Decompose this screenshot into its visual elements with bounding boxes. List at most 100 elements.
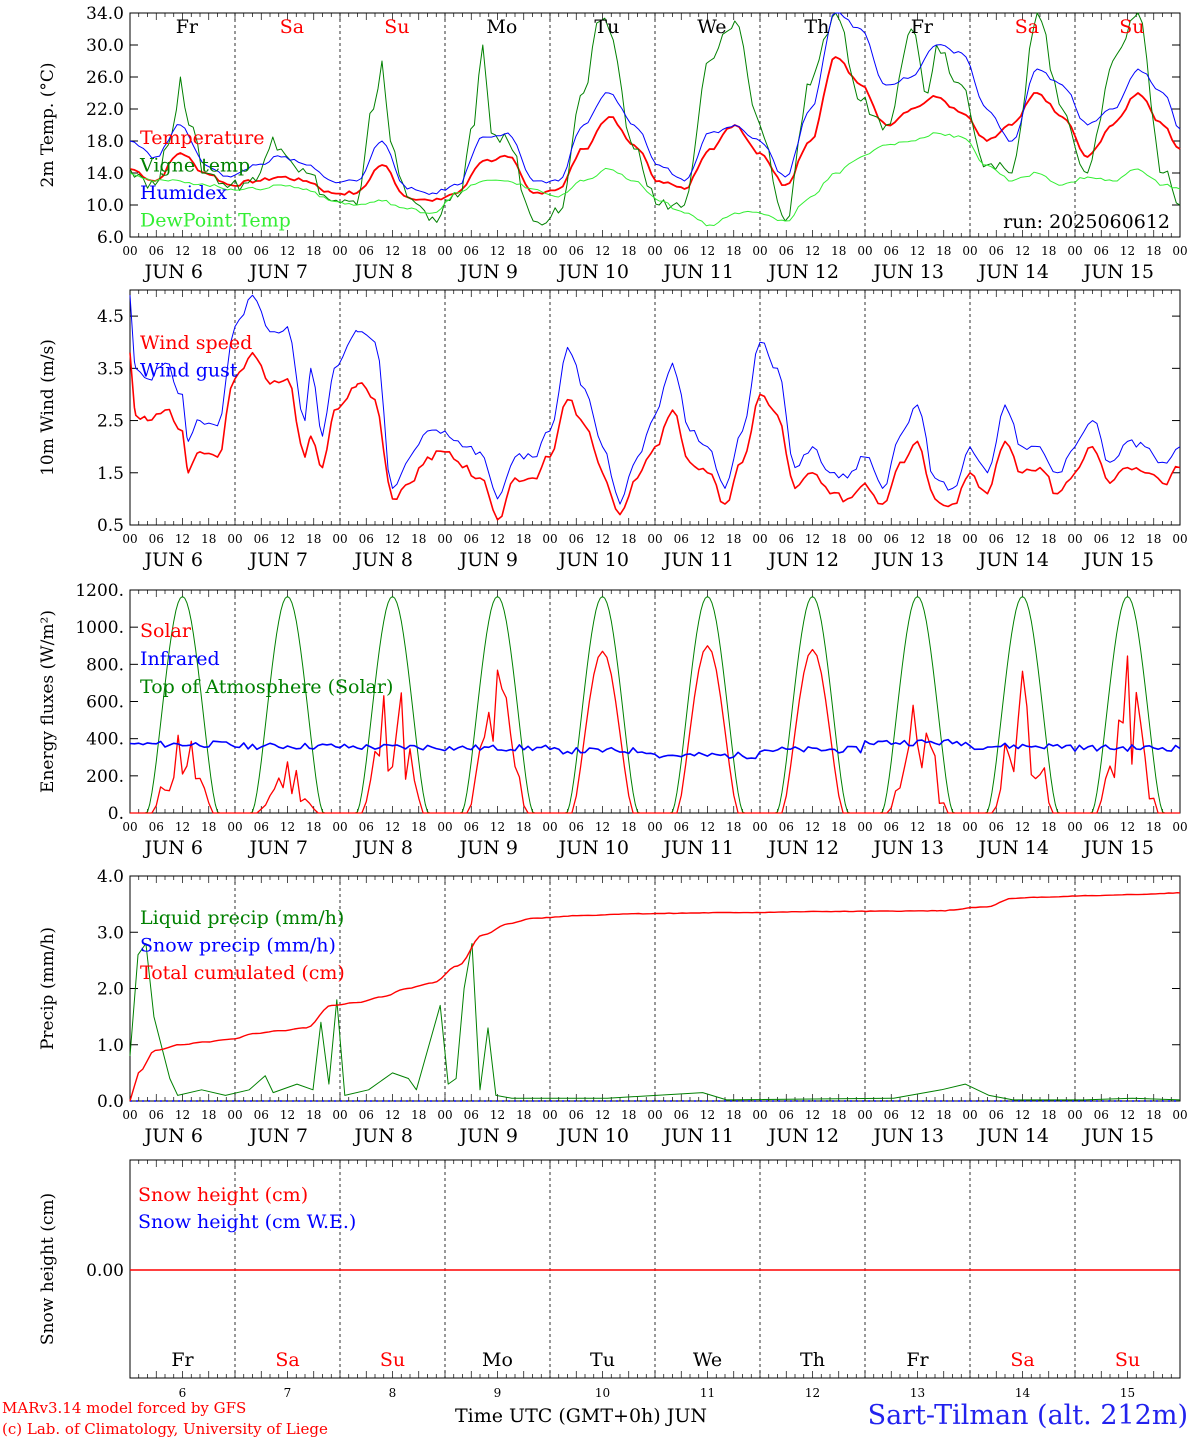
hour-tick-label: 18: [831, 1108, 846, 1122]
weekday-label: Tu: [594, 16, 619, 38]
hour-tick-label: 18: [201, 820, 216, 834]
hour-tick-label: 00: [857, 244, 872, 258]
hour-tick-label: 00: [227, 1108, 242, 1122]
weekday-label: Su: [1119, 16, 1144, 38]
y-axis-title: Energy fluxes (W/m²): [38, 610, 58, 793]
date-label: JUN 14: [977, 1125, 1049, 1147]
hour-tick-label: 06: [674, 1108, 689, 1122]
hour-tick-label: 06: [779, 1108, 794, 1122]
model-credit: MARv3.14 model forced by GFS: [2, 1399, 247, 1417]
y-tick-label: 200.: [86, 767, 124, 787]
hour-tick-label: 12: [1120, 1108, 1135, 1122]
y-tick-label: 2.0: [97, 980, 124, 1000]
hour-tick-label: 12: [490, 820, 505, 834]
hour-tick-label: 12: [175, 820, 190, 834]
hour-tick-label: 18: [411, 532, 426, 546]
hour-tick-label: 06: [779, 532, 794, 546]
copyright-credit: (c) Lab. of Climatology, University of L…: [2, 1420, 328, 1438]
hour-tick-label: 00: [962, 1108, 977, 1122]
y-tick-label: 18.0: [86, 132, 124, 152]
hour-tick-label: 18: [936, 244, 951, 258]
hour-tick-label: 12: [175, 1108, 190, 1122]
hour-tick-label: 12: [805, 820, 820, 834]
hour-tick-label: 06: [1094, 1108, 1109, 1122]
y-tick-label: 400.: [86, 730, 124, 750]
hour-tick-label: 00: [542, 244, 557, 258]
hour-tick-label: 00: [542, 532, 557, 546]
date-label: JUN 10: [557, 261, 629, 283]
hour-tick-label: 00: [1067, 1108, 1082, 1122]
hour-tick-label: 00: [962, 820, 977, 834]
hour-tick-label: 06: [149, 820, 164, 834]
hour-tick-label: 12: [595, 532, 610, 546]
day-number-label: 8: [389, 1386, 397, 1400]
day-number-label: 11: [700, 1386, 715, 1400]
hour-tick-label: 06: [884, 244, 899, 258]
hour-tick-label: 06: [779, 820, 794, 834]
time-axis-label: Time UTC (GMT+0h) JUN: [455, 1405, 707, 1427]
hour-tick-label: 12: [1015, 1108, 1030, 1122]
hour-tick-label: 18: [1041, 820, 1056, 834]
hour-tick-label: 18: [621, 820, 636, 834]
hour-tick-label: 18: [831, 532, 846, 546]
hour-tick-label: 06: [569, 820, 584, 834]
series-line-0: [129, 56, 1181, 202]
hour-tick-label: 18: [831, 820, 846, 834]
y-tick-label: 800.: [86, 655, 124, 675]
weekday-label: Fr: [171, 1349, 194, 1371]
date-label: JUN 12: [767, 1125, 839, 1147]
hour-tick-label: 12: [385, 244, 400, 258]
weekday-label: We: [697, 16, 726, 38]
weekday-label: Sa: [1015, 16, 1039, 38]
date-label: JUN 7: [248, 549, 308, 571]
date-label: JUN 7: [248, 261, 308, 283]
hour-tick-label: 18: [306, 820, 321, 834]
date-label: JUN 8: [353, 1125, 413, 1147]
hour-tick-label: 12: [280, 1108, 295, 1122]
weekday-label: Th: [804, 16, 829, 38]
y-axis-title: 2m Temp. (°C): [38, 62, 58, 187]
hour-tick-label: 00: [1067, 244, 1082, 258]
date-label: JUN 13: [872, 549, 944, 571]
hour-tick-label: 18: [411, 244, 426, 258]
hour-tick-label: 06: [884, 532, 899, 546]
hour-tick-label: 06: [1094, 532, 1109, 546]
hour-tick-label: 12: [175, 532, 190, 546]
date-label: JUN 6: [143, 837, 203, 859]
date-label: JUN 13: [872, 837, 944, 859]
hour-tick-label: 00: [542, 1108, 557, 1122]
series-line-2: [129, 12, 1181, 195]
hour-tick-label: 06: [149, 532, 164, 546]
y-tick-label: 3.5: [97, 359, 124, 379]
hour-tick-label: 00: [857, 532, 872, 546]
series-line-infrared: [129, 738, 1181, 760]
panel-frame: [129, 589, 1181, 814]
date-label: JUN 15: [1082, 261, 1154, 283]
date-label: JUN 15: [1082, 837, 1154, 859]
hour-tick-label: 18: [936, 532, 951, 546]
panel-energy: 0. 200. 400. 600. 800. 1000. 1200. Energy fluxe…: [38, 581, 1188, 859]
y-tick-label: 600.: [86, 693, 124, 713]
panel-frame: [129, 12, 1181, 238]
station-title: Sart-Tilman (alt. 212m): [867, 1400, 1188, 1431]
series-line-total: [129, 892, 1181, 1102]
weekday-label: Su: [380, 1349, 405, 1371]
hour-tick-label: 18: [726, 1108, 741, 1122]
weekday-label: Sa: [1010, 1349, 1034, 1371]
hour-tick-label: 00: [1172, 244, 1187, 258]
y-tick-label: 1.5: [97, 464, 124, 484]
hour-tick-label: 00: [857, 820, 872, 834]
hour-tick-label: 06: [464, 244, 479, 258]
weekday-label: We: [693, 1349, 722, 1371]
hour-tick-label: 06: [1094, 820, 1109, 834]
hour-tick-label: 00: [227, 532, 242, 546]
hour-tick-label: 00: [332, 532, 347, 546]
hour-tick-label: 18: [201, 244, 216, 258]
date-label: JUN 9: [458, 1125, 518, 1147]
day-number-label: 13: [910, 1386, 925, 1400]
hour-tick-label: 12: [700, 244, 715, 258]
date-label: JUN 10: [557, 549, 629, 571]
day-number-label: 7: [284, 1386, 292, 1400]
hour-tick-label: 06: [989, 820, 1004, 834]
hour-tick-label: 18: [306, 244, 321, 258]
